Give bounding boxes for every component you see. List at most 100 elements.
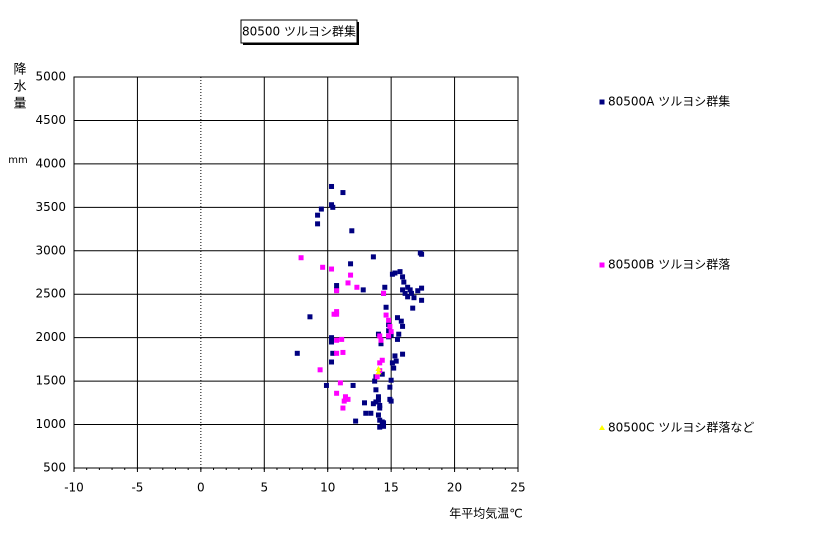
- point: [330, 204, 336, 210]
- point: [377, 402, 383, 408]
- point: [419, 297, 425, 303]
- legend-marker: [599, 425, 605, 430]
- x-tick-label: 5: [260, 481, 268, 495]
- point: [340, 190, 346, 196]
- point: [330, 350, 336, 356]
- point: [394, 315, 400, 321]
- point: [337, 380, 343, 386]
- legend-label: 80500B ツルヨシ群落: [608, 258, 730, 272]
- point: [401, 279, 407, 285]
- legend-marker: [599, 99, 605, 105]
- point: [400, 274, 406, 280]
- title-shadow: [243, 43, 359, 45]
- point: [329, 266, 335, 272]
- point: [353, 418, 359, 424]
- point: [411, 295, 417, 301]
- point: [341, 398, 347, 404]
- point: [381, 420, 387, 426]
- point: [410, 305, 416, 311]
- point: [383, 304, 389, 310]
- point: [386, 333, 392, 339]
- point: [334, 311, 340, 317]
- point: [377, 424, 383, 430]
- point: [396, 331, 402, 337]
- point: [375, 365, 382, 371]
- point: [360, 287, 366, 293]
- point: [372, 378, 378, 384]
- point: [393, 358, 399, 364]
- point: [405, 284, 411, 290]
- point: [315, 212, 321, 218]
- point: [400, 351, 406, 357]
- point: [375, 369, 382, 375]
- point: [391, 365, 397, 371]
- point: [386, 328, 392, 334]
- point: [377, 405, 383, 411]
- point: [388, 398, 394, 404]
- point: [349, 228, 355, 234]
- point: [377, 417, 383, 423]
- point: [350, 382, 356, 388]
- y-tick-label: 1000: [35, 417, 66, 431]
- y-axis-label: 降水量: [11, 62, 27, 113]
- point: [354, 284, 360, 290]
- point: [388, 377, 394, 383]
- y-tick-label: 5000: [35, 70, 66, 84]
- x-tick-label: 25: [510, 481, 525, 495]
- point: [400, 287, 406, 293]
- point: [329, 335, 335, 341]
- point: [334, 309, 340, 315]
- point: [388, 332, 394, 338]
- point: [348, 261, 354, 267]
- point: [419, 285, 425, 291]
- point: [387, 384, 393, 390]
- point: [387, 323, 393, 329]
- y-tick-label: 4500: [35, 113, 66, 127]
- chart-title: 80500 ツルヨシ群集: [242, 24, 356, 39]
- point: [331, 311, 337, 317]
- x-tick-label: 0: [197, 481, 205, 495]
- point: [381, 290, 387, 296]
- legend-label: 80500A ツルヨシ群集: [608, 94, 730, 109]
- point: [345, 396, 351, 402]
- point: [373, 387, 379, 393]
- point: [389, 271, 395, 277]
- point: [334, 283, 340, 289]
- point: [392, 270, 398, 276]
- point: [398, 318, 404, 324]
- point: [334, 288, 340, 294]
- point: [329, 359, 335, 365]
- point: [415, 288, 421, 294]
- point: [320, 264, 326, 270]
- point: [323, 382, 329, 388]
- point: [298, 255, 304, 261]
- x-tick-label: 20: [447, 481, 462, 495]
- x-tick-label: 15: [384, 481, 399, 495]
- y-tick-label: 3500: [35, 200, 66, 214]
- point: [334, 390, 340, 396]
- y-axis-unit: mm: [8, 155, 27, 166]
- point: [340, 405, 346, 411]
- x-tick-label: 10: [320, 481, 335, 495]
- point: [339, 336, 345, 342]
- y-tick-label: 4000: [35, 156, 66, 170]
- point: [373, 399, 379, 405]
- point: [334, 350, 340, 356]
- point: [381, 423, 387, 429]
- point: [329, 202, 335, 208]
- y-tick-label: 500: [43, 461, 66, 475]
- point: [408, 290, 414, 296]
- point: [405, 294, 411, 300]
- point: [392, 353, 398, 359]
- point: [342, 394, 348, 400]
- point: [397, 269, 403, 275]
- point: [383, 312, 389, 318]
- y-tick-label: 1500: [35, 374, 66, 388]
- x-axis-label: 年平均気温℃: [449, 506, 522, 521]
- point: [329, 183, 335, 189]
- point: [294, 350, 300, 356]
- point: [379, 371, 385, 377]
- legend-marker: [599, 262, 605, 268]
- point: [374, 374, 380, 380]
